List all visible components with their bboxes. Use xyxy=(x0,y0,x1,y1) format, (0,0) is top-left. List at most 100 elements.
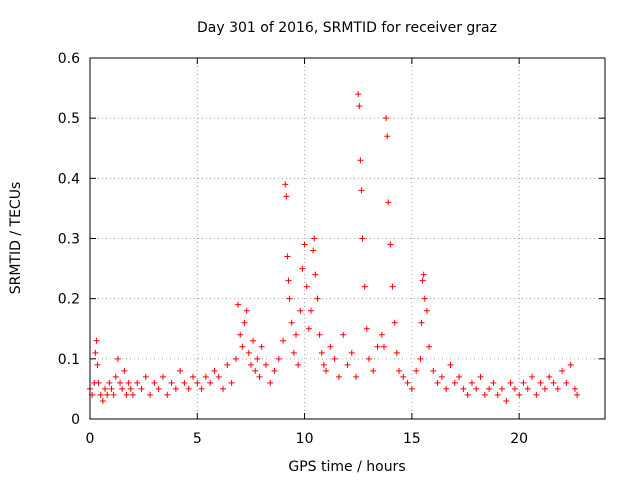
data-point xyxy=(112,373,119,380)
data-point xyxy=(134,379,141,386)
y-tick-label: 0.4 xyxy=(58,171,80,187)
data-point xyxy=(285,277,292,284)
data-point xyxy=(537,379,544,386)
data-point xyxy=(94,361,101,368)
data-point xyxy=(185,385,192,392)
data-point xyxy=(378,331,385,338)
data-point xyxy=(490,379,497,386)
data-point xyxy=(374,343,381,350)
data-point xyxy=(159,373,166,380)
data-point xyxy=(284,253,291,260)
y-axis-label: SRMTID / TECUs xyxy=(8,182,24,295)
x-tick-label: 5 xyxy=(193,431,202,447)
data-point xyxy=(348,349,355,356)
data-point xyxy=(262,361,269,368)
data-point xyxy=(237,331,244,338)
data-point xyxy=(370,367,377,374)
data-point xyxy=(299,265,306,272)
data-point xyxy=(303,283,310,290)
data-point xyxy=(391,319,398,326)
chart-title: Day 301 of 2016, SRMTID for receiver gra… xyxy=(197,20,497,36)
data-point xyxy=(494,391,501,398)
data-point xyxy=(353,373,360,380)
data-point xyxy=(356,103,363,110)
data-point xyxy=(365,355,372,362)
x-tick-label: 20 xyxy=(510,431,528,447)
data-point xyxy=(271,367,278,374)
data-point xyxy=(267,379,274,386)
data-point xyxy=(207,379,214,386)
data-point xyxy=(529,373,536,380)
data-point xyxy=(499,385,505,392)
data-point xyxy=(247,361,254,368)
data-point xyxy=(275,355,282,362)
data-point xyxy=(241,319,248,326)
data-point xyxy=(464,391,471,398)
data-point xyxy=(308,307,315,314)
data-point xyxy=(400,373,407,380)
grid-layer xyxy=(90,58,605,419)
data-point xyxy=(202,373,209,380)
y-tick-label: 0.3 xyxy=(58,232,80,248)
data-point xyxy=(104,391,111,398)
data-point xyxy=(420,271,427,278)
data-point xyxy=(283,193,290,200)
data-point xyxy=(310,247,317,254)
data-point xyxy=(318,349,325,356)
y-tick-label: 0.6 xyxy=(58,51,80,67)
y-tick-label: 0.5 xyxy=(58,111,80,127)
data-point xyxy=(123,391,130,398)
data-point xyxy=(438,373,445,380)
data-point xyxy=(567,361,574,368)
data-point xyxy=(393,349,400,356)
data-point xyxy=(443,385,450,392)
data-point xyxy=(129,391,136,398)
data-point xyxy=(286,295,293,302)
data-point xyxy=(473,385,480,392)
data-point xyxy=(355,91,362,98)
data-point xyxy=(417,355,424,362)
data-point xyxy=(477,373,484,380)
data-point xyxy=(419,277,426,284)
data-point xyxy=(243,307,250,314)
data-point xyxy=(546,373,553,380)
data-point xyxy=(295,361,302,368)
data-point xyxy=(430,367,437,374)
data-point xyxy=(198,385,205,392)
data-point xyxy=(220,385,227,392)
data-point xyxy=(312,271,319,278)
data-point xyxy=(408,385,415,392)
data-point xyxy=(533,391,540,398)
data-point xyxy=(327,343,334,350)
points-layer xyxy=(87,91,581,404)
data-point xyxy=(447,361,454,368)
data-point xyxy=(228,379,235,386)
data-point xyxy=(554,385,561,392)
data-point xyxy=(301,241,308,248)
data-point xyxy=(211,367,218,374)
data-point xyxy=(323,367,330,374)
data-point xyxy=(380,343,387,350)
x-axis-label: GPS time / hours xyxy=(288,459,405,475)
data-point xyxy=(363,325,370,332)
data-point xyxy=(245,349,252,356)
data-point xyxy=(357,157,364,164)
x-tick-label: 10 xyxy=(296,431,314,447)
data-point xyxy=(232,355,239,362)
data-point xyxy=(95,379,102,386)
data-point xyxy=(252,367,259,374)
data-point xyxy=(106,379,113,386)
data-point xyxy=(297,307,304,314)
data-point xyxy=(142,373,149,380)
data-point xyxy=(320,361,327,368)
data-point xyxy=(358,187,365,194)
data-point xyxy=(92,349,99,356)
data-point xyxy=(574,391,581,398)
data-point xyxy=(434,379,441,386)
data-point xyxy=(503,397,510,404)
ticks-layer: 0 0.1 0.2 0.3 0.4 0.5 0.6 0 5 10 15 20 xyxy=(58,51,605,447)
data-point xyxy=(426,343,433,350)
data-point xyxy=(168,379,175,386)
